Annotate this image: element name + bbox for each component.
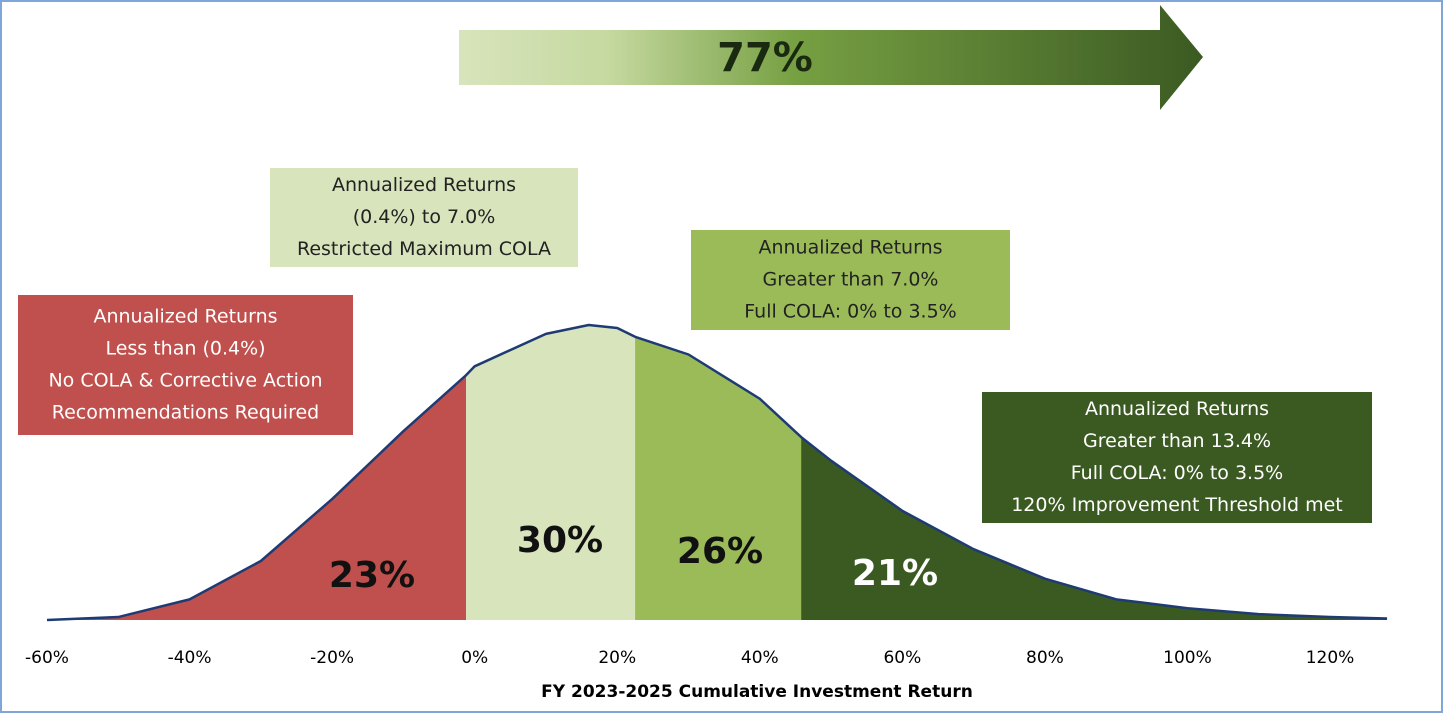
annotation-line: Restricted Maximum COLA (297, 238, 551, 260)
x-tick-label: 60% (883, 648, 921, 668)
x-tick-label: 100% (1163, 648, 1212, 668)
region-label: 30% (517, 520, 603, 561)
region (466, 325, 636, 620)
annotation-line: Annualized Returns (758, 237, 942, 259)
annotation-line: Annualized Returns (93, 306, 277, 328)
x-tick-label: -60% (25, 648, 69, 668)
annotation-line: Full COLA: 0% to 3.5% (744, 301, 956, 323)
annotation-line: Full COLA: 0% to 3.5% (1071, 462, 1283, 484)
annotation-line: Recommendations Required (52, 402, 319, 424)
x-tick-label: 0% (461, 648, 488, 668)
region (801, 437, 1388, 620)
region (635, 336, 802, 620)
headline-label: 77% (717, 35, 813, 81)
annotation-line: No COLA & Corrective Action (48, 370, 322, 392)
x-tick-label: -20% (310, 648, 354, 668)
annotation-box (691, 230, 1010, 330)
annotation-box (270, 168, 578, 267)
x-tick-label: 120% (1306, 648, 1355, 668)
region (47, 375, 467, 620)
annotation-line: Annualized Returns (332, 174, 516, 196)
annotation-line: Annualized Returns (1085, 398, 1269, 420)
annotation-line: Less than (0.4%) (105, 338, 265, 360)
curve (46, 323, 1388, 622)
annotation-line: Greater than 13.4% (1083, 430, 1271, 452)
annotation-line: 120% Improvement Threshold met (1011, 494, 1343, 516)
annotation-line: (0.4%) to 7.0% (353, 206, 496, 228)
annotation-line: Greater than 7.0% (763, 269, 939, 291)
x-axis-title: FY 2023-2025 Cumulative Investment Retur… (541, 682, 973, 702)
region-label: 23% (329, 555, 415, 596)
x-tick-label: -40% (168, 648, 212, 668)
region-label: 21% (852, 553, 938, 594)
annotation-box (18, 295, 353, 435)
x-tick-label: 40% (741, 648, 779, 668)
x-tick-label: 80% (1026, 648, 1064, 668)
annotation-box (982, 392, 1372, 523)
region-label: 26% (677, 531, 763, 572)
headline-arrow (459, 5, 1203, 110)
x-tick-label: 20% (598, 648, 636, 668)
